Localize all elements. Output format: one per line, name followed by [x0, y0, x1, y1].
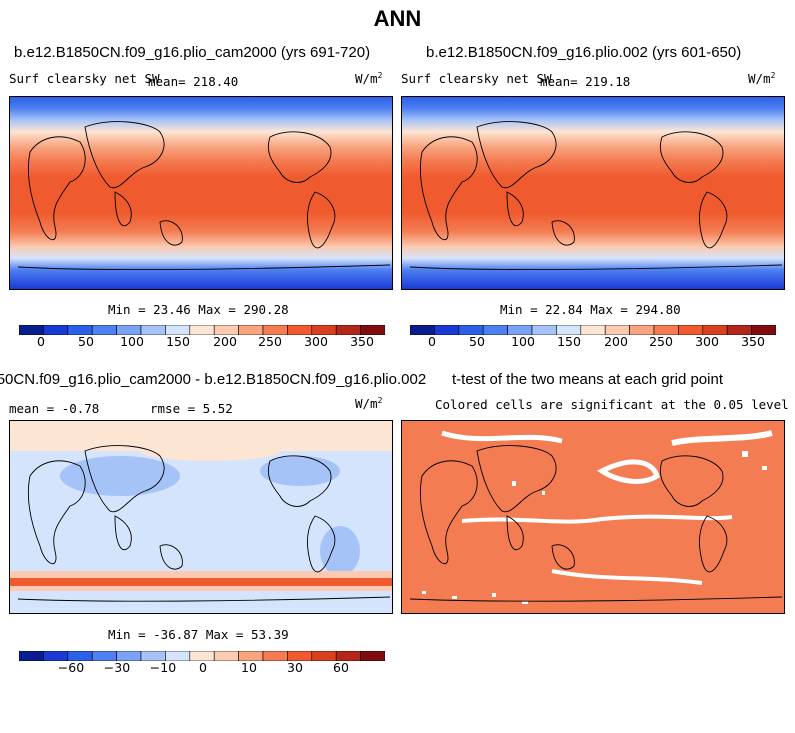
colorbar-tick-label: 350	[741, 334, 765, 349]
panel-3-rmse: rmse = 5.52	[150, 401, 233, 416]
colorbar-tick-label: −10	[149, 660, 177, 675]
panel-1-variable: Surf clearsky net SW	[9, 71, 160, 86]
panel-3-minmax: Min = -36.87 Max = 53.39	[108, 627, 289, 642]
colorbar-tick-label: 200	[604, 334, 628, 349]
panel-2-mean: mean= 219.18	[540, 74, 631, 89]
panel-4-subtitle: Colored cells are significant at the 0.0…	[435, 397, 789, 412]
panel-3-units: W/m2	[355, 396, 383, 412]
panel-3-mean: mean = -0.78	[9, 401, 100, 416]
colorbar-tick-label: 0	[37, 334, 45, 349]
colorbar-2-labels: 0 50 100 150 200 250 300 350	[0, 334, 795, 350]
colorbar-3-labels: −60 −30 −10 0 10 30 60	[0, 660, 795, 676]
page-title: ANN	[373, 6, 422, 31]
colorbar-tick-label: 250	[258, 334, 282, 349]
panel-2-units: W/m2	[748, 71, 776, 87]
panel-1-units: W/m2	[355, 71, 383, 87]
panel-2-minmax: Min = 22.84 Max = 294.80	[500, 302, 681, 317]
panel-3-map	[9, 420, 393, 614]
colorbar-tick-label: 300	[695, 334, 719, 349]
panel-2-title: b.e12.B1850CN.f09_g16.plio.002 (yrs 601-…	[426, 44, 742, 61]
colorbar-tick-label: −30	[103, 660, 131, 675]
colorbar-tick-label: 150	[166, 334, 190, 349]
colorbar-tick-label: 250	[649, 334, 673, 349]
panel-2-map	[401, 96, 785, 290]
colorbar-tick-label: 60	[333, 660, 349, 675]
colorbar-tick-label: 100	[120, 334, 144, 349]
colorbar-tick-label: 50	[469, 334, 485, 349]
panel-1-minmax: Min = 23.46 Max = 290.28	[108, 302, 289, 317]
colorbar-tick-label: 200	[213, 334, 237, 349]
colorbar-tick-label: −60	[57, 660, 85, 675]
colorbar-tick-label: 150	[557, 334, 581, 349]
colorbar-tick-label: 30	[287, 660, 303, 675]
panel-4-title: t-test of the two means at each grid poi…	[452, 371, 723, 388]
panel-3-title: B1850CN.f09_g16.plio_cam2000 - b.e12.B18…	[0, 371, 427, 388]
colorbar-1-labels: 0 50 100 150 200 250 300 350	[0, 334, 795, 350]
colorbar-3	[18, 648, 386, 662]
panel-3-title-clip: B1850CN.f09_g16.plio_cam2000 - b.e12.B18…	[0, 371, 452, 391]
panel-2-variable: Surf clearsky net SW	[401, 71, 552, 86]
colorbar-tick-label: 0	[199, 660, 207, 675]
colorbar-2	[409, 322, 777, 336]
panel-1-mean: mean= 218.40	[148, 74, 239, 89]
panel-4-map	[401, 420, 785, 614]
colorbar-tick-label: 50	[78, 334, 94, 349]
panel-1-title: b.e12.B1850CN.f09_g16.plio_cam2000 (yrs …	[14, 44, 371, 61]
colorbar-1	[18, 322, 386, 336]
colorbar-tick-label: 350	[350, 334, 374, 349]
colorbar-tick-label: 10	[241, 660, 257, 675]
colorbar-tick-label: 0	[428, 334, 436, 349]
panel-1-map	[9, 96, 393, 290]
colorbar-tick-label: 100	[511, 334, 535, 349]
colorbar-tick-label: 300	[304, 334, 328, 349]
